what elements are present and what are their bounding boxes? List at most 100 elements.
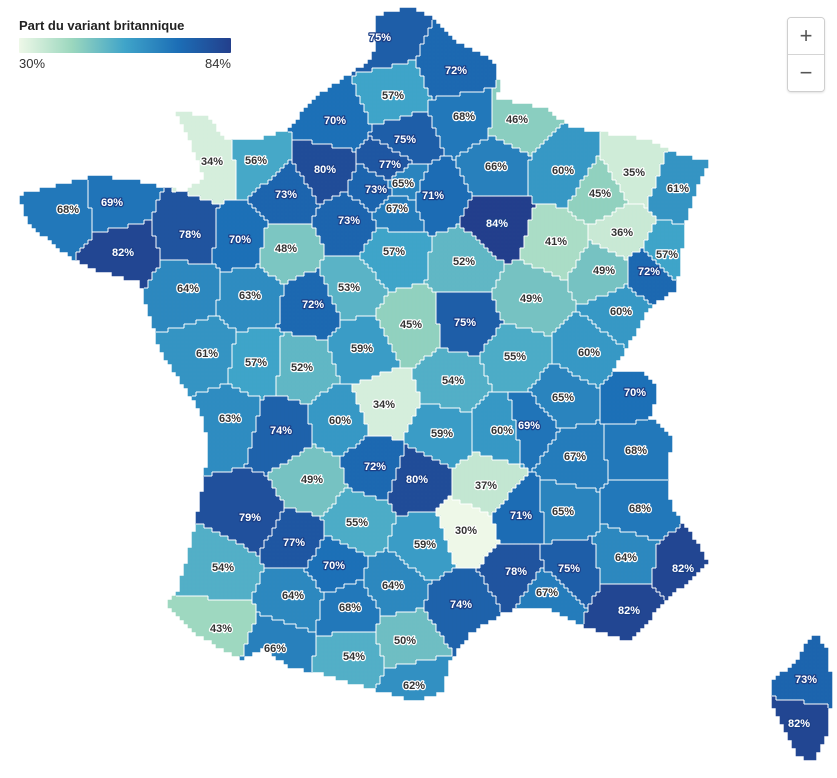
department-value-label: 75% — [394, 134, 416, 146]
department-area[interactable] — [143, 259, 221, 333]
department-area[interactable] — [519, 203, 589, 281]
department-value-label: 54% — [343, 651, 365, 663]
department-area[interactable] — [599, 131, 669, 209]
department-area[interactable] — [491, 471, 545, 545]
department-value-label: 69% — [518, 420, 540, 432]
department-value-label: 68% — [339, 602, 361, 614]
department-value-label: 43% — [210, 623, 232, 635]
department-value-label: 70% — [229, 234, 251, 246]
department-area[interactable] — [367, 111, 445, 165]
department-value-label: 59% — [414, 539, 436, 551]
department-value-label: 74% — [270, 425, 292, 437]
department-value-label: 67% — [386, 203, 408, 215]
department-area[interactable] — [455, 135, 533, 197]
department-area[interactable] — [427, 87, 493, 161]
department-value-label: 82% — [672, 563, 694, 575]
department-value-label: 71% — [510, 510, 532, 522]
department-value-label: 35% — [623, 167, 645, 179]
department-area[interactable] — [599, 479, 681, 541]
department-area[interactable] — [415, 19, 497, 101]
department-value-label: 65% — [392, 178, 414, 190]
department-value-label: 80% — [314, 164, 336, 176]
department-value-label: 75% — [369, 32, 391, 44]
department-value-label: 64% — [177, 283, 199, 295]
department-area[interactable] — [287, 75, 373, 153]
department-value-label: 59% — [351, 343, 373, 355]
department-value-label: 64% — [282, 590, 304, 602]
department-area[interactable] — [591, 523, 661, 585]
department-value-label: 66% — [264, 643, 286, 655]
department-area[interactable] — [651, 523, 709, 601]
department-area[interactable] — [567, 239, 629, 305]
department-value-label: 70% — [624, 387, 646, 399]
department-value-label: 72% — [638, 266, 660, 278]
department-value-label: 37% — [475, 480, 497, 492]
department-area[interactable] — [339, 435, 405, 501]
department-value-label: 59% — [431, 428, 453, 440]
department-area[interactable] — [351, 367, 421, 441]
zoom-control: + − — [787, 17, 825, 92]
department-value-label: 62% — [403, 680, 425, 692]
department-area[interactable] — [87, 175, 165, 233]
department-area[interactable] — [435, 291, 505, 357]
department-area[interactable] — [603, 419, 673, 481]
department-value-label: 75% — [454, 317, 476, 329]
department-area[interactable] — [451, 451, 529, 517]
department-area[interactable] — [351, 7, 433, 77]
department-area[interactable] — [155, 315, 237, 397]
department-area[interactable] — [479, 323, 553, 393]
department-area[interactable] — [307, 383, 369, 457]
department-value-label: 82% — [112, 247, 134, 259]
department-area[interactable] — [487, 79, 565, 157]
departments-layer — [19, 7, 833, 761]
department-value-label: 74% — [450, 599, 472, 611]
department-area[interactable] — [583, 583, 665, 641]
department-value-label: 63% — [219, 413, 241, 425]
department-value-label: 65% — [552, 392, 574, 404]
department-area[interactable] — [491, 259, 577, 337]
department-borders — [75, 20, 829, 708]
department-area[interactable] — [227, 327, 285, 401]
department-value-label: 67% — [564, 451, 586, 463]
department-value-label: 64% — [615, 552, 637, 564]
department-value-label: 55% — [504, 351, 526, 363]
department-value-label: 72% — [302, 299, 324, 311]
department-value-label: 71% — [422, 190, 444, 202]
department-value-label: 49% — [520, 293, 542, 305]
department-labels-layer: 75% 72% 57% 68% 46% 70% 75% 34% 56% 80% 77% 65% 66% 6… — [56, 31, 819, 732]
department-area[interactable] — [319, 255, 389, 321]
department-value-label: 82% — [788, 718, 810, 730]
department-value-label: 57% — [382, 90, 404, 102]
department-area[interactable] — [771, 635, 833, 709]
department-area[interactable] — [371, 195, 425, 233]
department-value-label: 68% — [625, 445, 647, 457]
department-area[interactable] — [363, 547, 433, 617]
department-value-label: 54% — [212, 562, 234, 574]
department-value-label: 49% — [593, 265, 615, 277]
department-area[interactable] — [539, 479, 601, 545]
department-value-label: 52% — [291, 362, 313, 374]
department-value-label: 67% — [536, 587, 558, 599]
department-value-label: 84% — [486, 218, 508, 230]
department-area[interactable] — [215, 263, 285, 333]
department-area[interactable] — [311, 631, 385, 689]
department-value-label: 34% — [373, 399, 395, 411]
zoom-in-button[interactable]: + — [788, 18, 824, 54]
department-value-label: 68% — [629, 503, 651, 515]
department-area[interactable] — [599, 371, 657, 425]
department-area[interactable] — [375, 655, 453, 701]
department-area[interactable] — [211, 199, 269, 273]
department-value-label: 68% — [57, 204, 79, 216]
department-value-label: 60% — [578, 347, 600, 359]
department-value-label: 78% — [179, 229, 201, 241]
department-value-label: 66% — [485, 161, 507, 173]
department-area[interactable] — [627, 247, 677, 305]
department-area[interactable] — [19, 179, 93, 261]
zoom-out-button[interactable]: − — [788, 54, 824, 91]
department-area[interactable] — [259, 223, 325, 285]
department-value-label: 41% — [545, 236, 567, 248]
department-area[interactable] — [175, 523, 265, 601]
department-area[interactable] — [195, 467, 285, 557]
department-value-label: 80% — [406, 474, 428, 486]
department-value-label: 60% — [610, 306, 632, 318]
